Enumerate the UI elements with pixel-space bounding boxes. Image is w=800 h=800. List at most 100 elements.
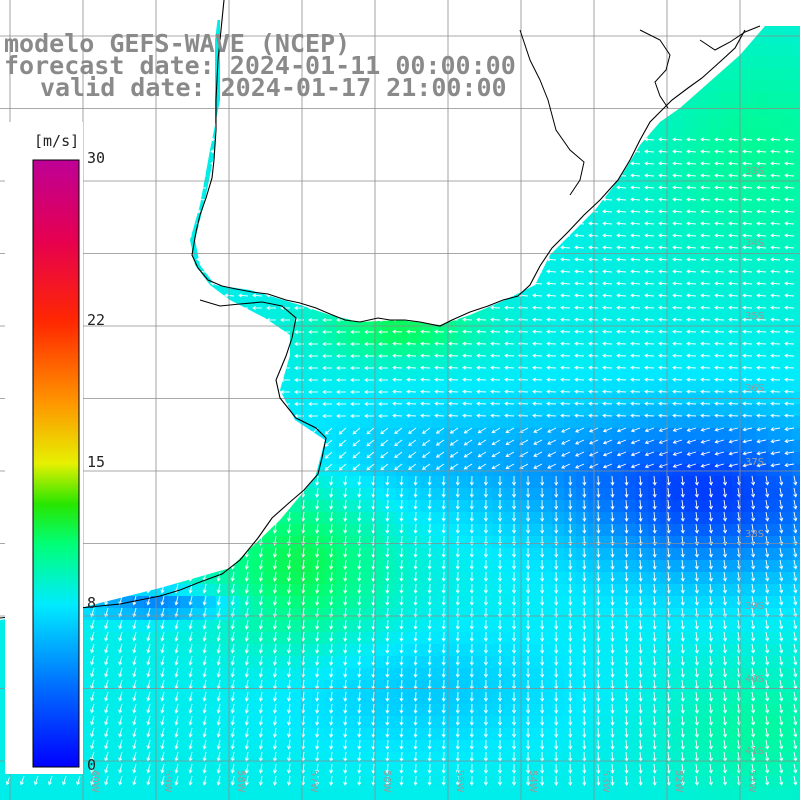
field-cell <box>780 668 792 680</box>
field-cell <box>252 704 264 716</box>
field-cell <box>420 452 432 464</box>
field-cell <box>252 572 264 584</box>
field-cell <box>516 524 528 536</box>
field-cell <box>780 512 792 524</box>
field-cell <box>696 536 708 548</box>
field-cell <box>528 380 540 392</box>
field-cell <box>648 188 660 200</box>
field-cell <box>444 680 456 692</box>
field-cell <box>600 428 612 440</box>
field-cell <box>576 716 588 728</box>
field-cell <box>720 416 732 428</box>
field-cell <box>384 536 396 548</box>
field-cell <box>492 752 504 764</box>
field-cell <box>192 704 204 716</box>
field-cell <box>708 116 720 128</box>
field-cell <box>132 656 144 668</box>
field-cell <box>552 776 564 788</box>
field-cell <box>432 572 444 584</box>
field-cell <box>600 560 612 572</box>
field-cell <box>624 788 636 800</box>
field-cell <box>168 596 180 608</box>
field-cell <box>528 692 540 704</box>
field-cell <box>648 332 660 344</box>
field-cell <box>240 656 252 668</box>
field-cell <box>792 632 800 644</box>
field-cell <box>360 584 372 596</box>
field-cell <box>756 200 768 212</box>
field-cell <box>792 116 800 128</box>
field-cell <box>636 788 648 800</box>
field-cell <box>552 488 564 500</box>
field-cell <box>684 164 696 176</box>
field-cell <box>780 164 792 176</box>
field-cell <box>780 44 792 56</box>
field-cell <box>720 764 732 776</box>
field-cell <box>168 644 180 656</box>
field-cell <box>408 476 420 488</box>
field-cell <box>504 344 516 356</box>
field-cell <box>360 764 372 776</box>
field-cell <box>516 764 528 776</box>
field-cell <box>648 272 660 284</box>
field-cell <box>108 644 120 656</box>
field-cell <box>84 644 96 656</box>
field-cell <box>636 404 648 416</box>
field-cell <box>516 608 528 620</box>
field-cell <box>192 680 204 692</box>
field-cell <box>384 716 396 728</box>
field-cell <box>252 716 264 728</box>
field-cell <box>600 572 612 584</box>
field-cell <box>384 704 396 716</box>
field-cell <box>264 692 276 704</box>
field-cell <box>252 620 264 632</box>
field-cell <box>540 392 552 404</box>
field-cell <box>768 116 780 128</box>
field-cell <box>528 500 540 512</box>
field-cell <box>480 404 492 416</box>
field-cell <box>780 308 792 320</box>
field-cell <box>312 380 324 392</box>
field-cell <box>708 140 720 152</box>
field-cell <box>696 236 708 248</box>
field-cell <box>648 212 660 224</box>
field-cell <box>528 728 540 740</box>
field-cell <box>696 716 708 728</box>
field-cell <box>708 392 720 404</box>
field-cell <box>708 788 720 800</box>
field-cell <box>420 392 432 404</box>
field-cell <box>492 560 504 572</box>
field-cell <box>384 680 396 692</box>
field-cell <box>768 152 780 164</box>
field-cell <box>276 668 288 680</box>
field-cell <box>132 728 144 740</box>
field-cell <box>756 248 768 260</box>
field-cell <box>576 644 588 656</box>
field-cell <box>768 164 780 176</box>
field-cell <box>576 620 588 632</box>
field-cell <box>684 584 696 596</box>
field-cell <box>672 248 684 260</box>
field-cell <box>696 368 708 380</box>
field-cell <box>540 368 552 380</box>
field-cell <box>432 596 444 608</box>
field-cell <box>732 188 744 200</box>
field-cell <box>696 692 708 704</box>
field-cell <box>792 236 800 248</box>
field-cell <box>312 368 324 380</box>
field-cell <box>84 632 96 644</box>
field-cell <box>432 404 444 416</box>
field-cell <box>444 716 456 728</box>
field-cell <box>468 500 480 512</box>
field-cell <box>720 128 732 140</box>
field-cell <box>612 212 624 224</box>
field-cell <box>768 176 780 188</box>
field-cell <box>216 728 228 740</box>
field-cell <box>384 560 396 572</box>
field-cell <box>792 176 800 188</box>
field-cell <box>552 356 564 368</box>
field-cell <box>396 356 408 368</box>
field-cell <box>252 752 264 764</box>
field-cell <box>216 584 228 596</box>
field-cell <box>732 68 744 80</box>
